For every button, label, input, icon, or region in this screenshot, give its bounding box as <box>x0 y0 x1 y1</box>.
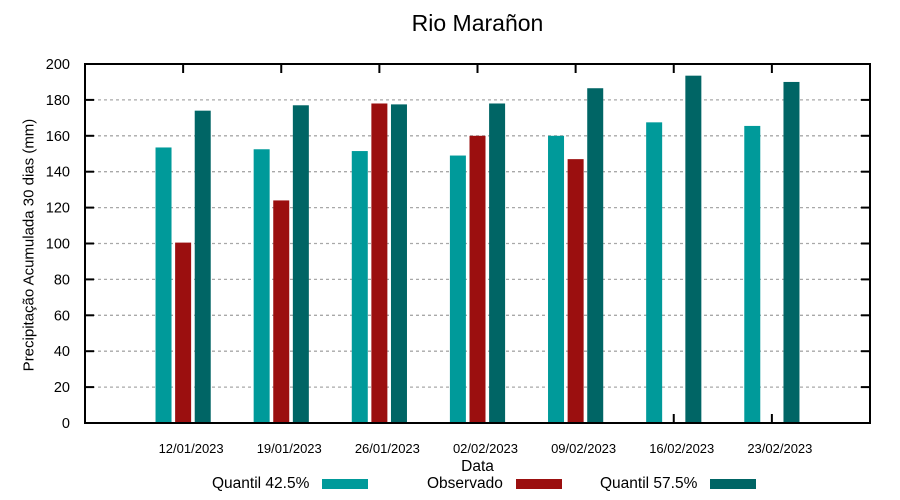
bar-quantil-57-5-0 <box>194 110 211 424</box>
bar-observado-0 <box>175 242 192 423</box>
plot-frame <box>84 63 871 424</box>
legend-label-quantil-57-5: Quantil 57.5% <box>600 475 698 492</box>
xtick-label-1: 19/01/2023 <box>257 441 322 456</box>
bar-quantil-42-5-1 <box>253 149 270 423</box>
bar-quantil-42-5-5 <box>646 122 663 424</box>
xtick-label-5: 16/02/2023 <box>649 441 714 456</box>
bar-observado-2 <box>371 103 388 424</box>
bar-observado-3 <box>469 135 486 424</box>
ytick-label-140: 140 <box>46 165 70 181</box>
ytick-label-0: 0 <box>62 416 70 432</box>
ytick-label-60: 60 <box>54 308 70 324</box>
bar-quantil-42-5-6 <box>744 125 761 424</box>
legend-entry-quantil-42-5: Quantil 42.5% <box>212 475 369 493</box>
bar-quantil-57-5-6 <box>783 81 800 423</box>
legend-label-quantil-42-5: Quantil 42.5% <box>212 475 310 492</box>
ytick-label-160: 160 <box>46 129 70 145</box>
xtick-label-4: 09/02/2023 <box>551 441 616 456</box>
xtick-label-3: 02/02/2023 <box>453 441 518 456</box>
legend-label-observado: Observado <box>427 475 503 492</box>
ytick-label-100: 100 <box>46 237 70 253</box>
ytick-label-20: 20 <box>54 380 70 396</box>
legend-entry-observado: Observado <box>427 475 562 493</box>
x-axis-label: Data <box>461 458 494 475</box>
bar-quantil-57-5-4 <box>587 88 604 424</box>
ytick-label-200: 200 <box>46 57 70 73</box>
bar-quantil-57-5-2 <box>390 104 407 423</box>
bar-observado-4 <box>567 159 584 423</box>
ytick-label-120: 120 <box>46 201 70 217</box>
bar-quantil-42-5-3 <box>449 155 466 424</box>
bar-observado-1 <box>273 200 290 423</box>
bar-quantil-57-5-1 <box>292 105 309 423</box>
bar-quantil-57-5-3 <box>489 103 506 424</box>
ytick-label-180: 180 <box>46 93 70 109</box>
xtick-label-2: 26/01/2023 <box>355 441 420 456</box>
ytick-label-80: 80 <box>54 272 70 288</box>
legend-swatch-observado <box>515 479 562 489</box>
bar-quantil-42-5-4 <box>548 135 565 424</box>
legend-entry-quantil-57-5: Quantil 57.5% <box>600 475 757 493</box>
bar-quantil-42-5-0 <box>155 147 172 423</box>
xtick-label-0: 12/01/2023 <box>159 441 224 456</box>
xtick-label-6: 23/02/2023 <box>747 441 812 456</box>
bar-quantil-42-5-2 <box>351 151 368 423</box>
ytick-label-40: 40 <box>54 344 70 360</box>
chart-title: Rio Marañon <box>411 10 544 36</box>
legend-swatch-quantil-42-5 <box>322 479 369 489</box>
bar-quantil-57-5-5 <box>685 75 702 423</box>
legend-swatch-quantil-57-5 <box>710 479 757 489</box>
